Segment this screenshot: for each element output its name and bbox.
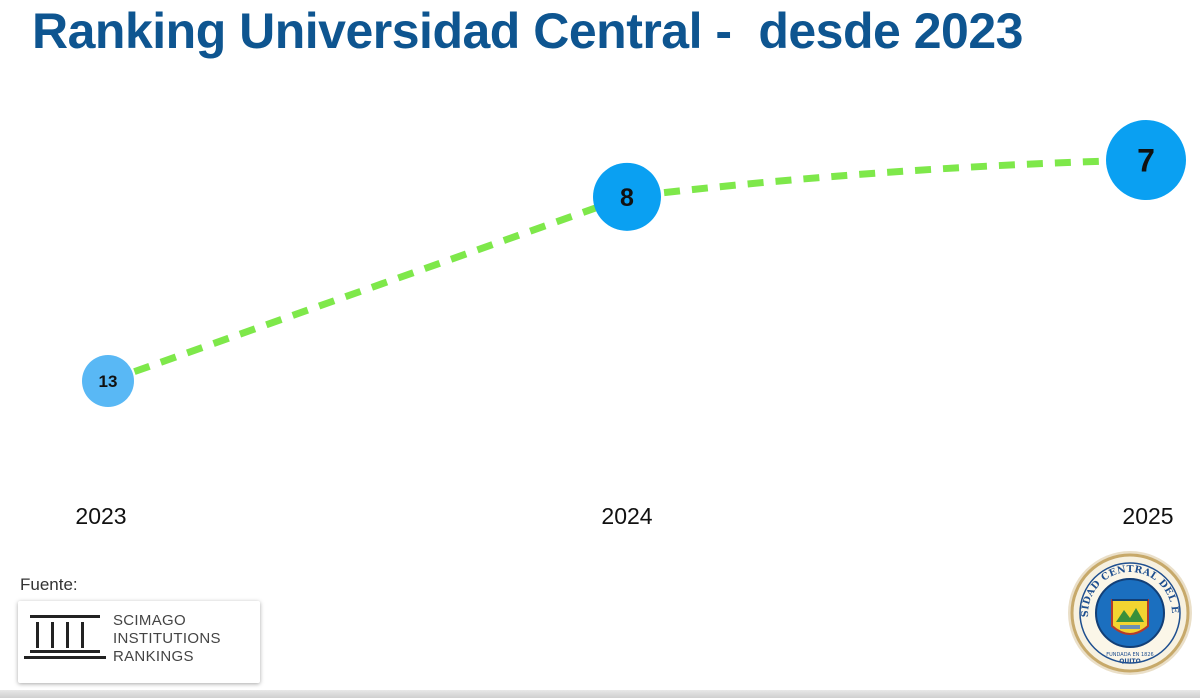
chart-area: 13 8 7 2023 2024 2025 bbox=[75, 120, 1186, 529]
university-seal-icon: UNIVERSIDAD CENTRAL DEL ECUADOR FUNDADA … bbox=[1064, 548, 1192, 675]
source-label: Fuente: bbox=[20, 575, 78, 594]
x-tick-label-2023: 2023 bbox=[75, 503, 126, 529]
seal-founded: FUNDADA EN 1826 bbox=[1106, 652, 1153, 658]
data-point-2023 bbox=[82, 355, 134, 407]
chart-title: Ranking Universidad Central - desde 2023 bbox=[32, 3, 1023, 59]
x-tick-label-2025: 2025 bbox=[1122, 503, 1173, 529]
scimago-line-3: RANKINGS bbox=[113, 648, 194, 665]
seal-city: QUITO bbox=[1119, 658, 1140, 665]
series-line bbox=[106, 156, 1147, 385]
scimago-line-1: SCIMAGO bbox=[113, 612, 186, 629]
x-tick-label-2024: 2024 bbox=[601, 503, 652, 529]
data-label-2024: 8 bbox=[620, 184, 634, 212]
scimago-logo: SCIMAGO INSTITUTIONS RANKINGS bbox=[18, 601, 260, 683]
data-point-2024 bbox=[593, 162, 661, 231]
columns-icon bbox=[24, 615, 106, 659]
scimago-text: SCIMAGO INSTITUTIONS RANKINGS bbox=[113, 612, 221, 666]
footer-strip bbox=[0, 690, 1200, 698]
data-point-2025 bbox=[1106, 120, 1186, 200]
data-label-2023: 13 bbox=[99, 372, 118, 391]
scimago-line-2: INSTITUTIONS bbox=[113, 630, 221, 647]
data-label-2025: 7 bbox=[1137, 143, 1155, 179]
